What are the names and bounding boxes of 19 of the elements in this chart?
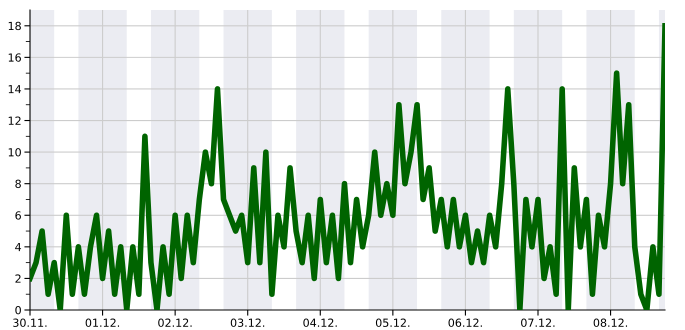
- x-tick-label: 06.12.: [448, 318, 482, 327]
- y-tick-label: 18: [8, 22, 21, 30]
- y-tick-label: 8: [15, 180, 21, 188]
- y-tick-label: 16: [8, 53, 21, 62]
- y-tick-label: 6: [15, 211, 21, 220]
- x-tick-label: 30.11.: [13, 318, 46, 327]
- y-tick-label: 0: [15, 306, 21, 314]
- x-tick-label: 04.12.: [303, 318, 337, 327]
- x-tick-label: 03.12.: [230, 318, 264, 327]
- x-tick-label: 02.12.: [158, 318, 192, 327]
- y-tick-label: 10: [8, 148, 21, 156]
- y-tick-label: 12: [8, 116, 21, 125]
- x-tick-label: 08.12.: [594, 318, 628, 327]
- x-tick-label: 05.12.: [376, 318, 410, 327]
- y-tick-label: 4: [15, 242, 22, 252]
- x-tick-label: 07.12.: [521, 318, 554, 327]
- x-tick-label: 01.12.: [86, 318, 120, 327]
- y-tick-label: 2: [15, 274, 21, 283]
- y-tick-label: 14: [8, 85, 22, 94]
